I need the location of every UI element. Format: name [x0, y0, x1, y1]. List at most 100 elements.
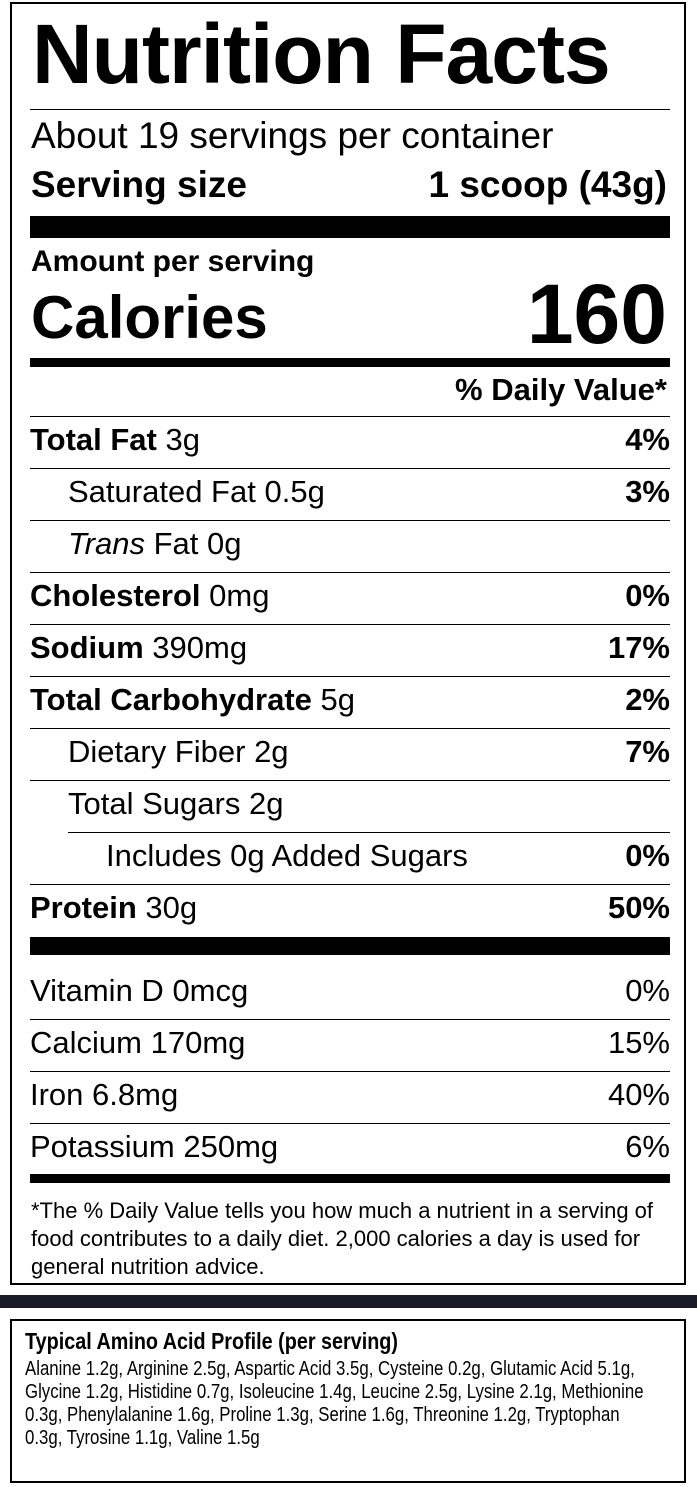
- nutrient-label: Potassium 250mg: [30, 1131, 278, 1162]
- nutrient-name: Total Fat: [30, 422, 157, 457]
- nutrient-amount: 0.5g: [264, 474, 325, 509]
- nutrient-name: Total Sugars: [68, 786, 241, 821]
- nutrient-amount: 3g: [165, 422, 200, 457]
- nutrient-label: Calcium 170mg: [30, 1027, 245, 1058]
- nutrient-name: Sodium: [30, 630, 144, 665]
- nutrient-label: Cholesterol 0mg: [30, 580, 269, 611]
- daily-value-percent: 7%: [625, 734, 670, 769]
- daily-value-percent: 40%: [607, 1077, 670, 1112]
- calories-value: 160: [526, 267, 667, 361]
- nutrient-amount: 30g: [145, 890, 198, 925]
- nutrition-facts-title: Nutrition Facts: [32, 7, 611, 101]
- vitamin-row: Iron 6.8mg 40%: [30, 1071, 670, 1122]
- nutrient-amount: 390mg: [152, 630, 248, 665]
- daily-value-percent: 6%: [625, 1129, 670, 1164]
- nutrient-label: Vitamin D 0mcg: [30, 975, 248, 1006]
- nutrient-amount: 170mg: [150, 1025, 246, 1060]
- vitamin-row: Vitamin D 0mcg 0%: [30, 967, 670, 1018]
- nutrient-name: Saturated Fat: [68, 474, 256, 509]
- daily-value-percent: 4%: [625, 422, 670, 457]
- medium-divider: [30, 1174, 670, 1183]
- row-divider: [30, 780, 670, 781]
- nutrient-label: Dietary Fiber 2g: [68, 736, 289, 767]
- serving-size-value: 1 scoop (43g): [428, 164, 668, 205]
- daily-value-percent: 17%: [607, 630, 670, 665]
- daily-value-percent: 2%: [625, 682, 670, 717]
- nutrient-name: Total Carbohydrate: [30, 682, 312, 717]
- nutrient-row: Saturated Fat 0.5g 3%: [30, 468, 670, 519]
- nutrient-amount: 2g: [248, 786, 284, 821]
- daily-value-percent: 0%: [625, 838, 670, 873]
- row-divider: [68, 832, 670, 833]
- row-divider: [30, 728, 670, 729]
- nutrient-row: Protein 30g 50%: [30, 884, 670, 935]
- nutrient-row: Cholesterol 0mg 0%: [30, 572, 670, 623]
- daily-value-percent: 0%: [625, 578, 670, 613]
- vitamin-row: Calcium 170mg 15%: [30, 1019, 670, 1070]
- nutrient-label: Iron 6.8mg: [30, 1079, 178, 1110]
- amino-acid-list: Alanine 1.2g, Arginine 2.5g, Aspartic Ac…: [25, 1358, 644, 1449]
- serving-size-label: Serving size: [31, 164, 247, 205]
- nutrient-amount: 250mg: [183, 1129, 279, 1164]
- row-divider: [30, 468, 670, 469]
- servings-per-container: About 19 servings per container: [31, 115, 554, 156]
- nutrient-amount: 5g: [320, 682, 356, 717]
- nutrient-row: Total Fat 3g 4%: [30, 416, 670, 467]
- nutrient-row: Dietary Fiber 2g 7%: [30, 728, 670, 779]
- nutrient-label: Total Sugars 2g: [68, 788, 283, 819]
- daily-value-percent: 50%: [607, 890, 670, 925]
- nutrient-name: Calcium: [30, 1025, 142, 1060]
- nutrient-amount: 0g: [207, 526, 242, 561]
- row-divider: [30, 1071, 670, 1072]
- nutrient-label: Protein 30g: [30, 892, 197, 923]
- nutrient-row: Sodium 390mg 17%: [30, 624, 670, 675]
- nutrient-label: Total Carbohydrate 5g: [30, 684, 355, 715]
- nutrient-name: Trans: [68, 526, 145, 561]
- nutrient-row: Total Sugars 2g: [30, 780, 670, 831]
- divider: [30, 109, 670, 110]
- nutrient-amount: 0mcg: [172, 973, 249, 1008]
- nutrient-row: Includes 0g Added Sugars 0%: [30, 832, 670, 883]
- nutrient-name: Dietary Fiber: [68, 734, 246, 769]
- nutrient-name: Potassium: [30, 1129, 175, 1164]
- daily-value-percent: 3%: [625, 474, 670, 509]
- nutrient-name: Cholesterol: [30, 578, 201, 613]
- thick-divider: [30, 937, 670, 955]
- row-divider: [30, 884, 670, 885]
- daily-value-percent: 15%: [607, 1025, 670, 1060]
- nutrient-label: Total Fat 3g: [30, 424, 200, 455]
- daily-value-percent: 0%: [625, 973, 670, 1008]
- row-divider: [30, 416, 670, 417]
- row-divider: [30, 1019, 670, 1020]
- nutrient-name-rest: Fat: [153, 526, 199, 561]
- nutrient-label: Includes 0g Added Sugars: [106, 840, 468, 871]
- daily-value-header: % Daily Value*: [455, 372, 667, 407]
- nutrient-name: Includes 0g Added Sugars: [106, 838, 468, 873]
- row-divider: [30, 572, 670, 573]
- nutrient-name: Iron: [30, 1077, 84, 1112]
- nutrient-amount: 0mg: [209, 578, 270, 613]
- vitamin-row: Potassium 250mg 6%: [30, 1123, 670, 1174]
- separator-band: [0, 1295, 697, 1308]
- thick-divider: [30, 216, 670, 238]
- amino-acid-profile: Typical Amino Acid Profile (per serving)…: [10, 1319, 686, 1483]
- amount-per-serving: Amount per serving: [31, 245, 315, 278]
- calories-label: Calories: [31, 284, 268, 351]
- row-divider: [30, 676, 670, 677]
- nutrient-row: Total Carbohydrate 5g 2%: [30, 676, 670, 727]
- row-divider: [30, 1123, 670, 1124]
- row-divider: [30, 520, 670, 521]
- nutrient-label: Sodium 390mg: [30, 632, 247, 663]
- nutrient-name: Vitamin D: [30, 973, 164, 1008]
- row-divider: [30, 624, 670, 625]
- medium-divider: [30, 358, 670, 367]
- amino-acid-title: Typical Amino Acid Profile (per serving): [25, 1328, 398, 1354]
- daily-value-footnote: *The % Daily Value tells you how much a …: [31, 1198, 654, 1279]
- nutrient-label: Trans Fat 0g: [68, 528, 241, 559]
- nutrient-name: Protein: [30, 890, 137, 925]
- nutrient-label: Saturated Fat 0.5g: [68, 476, 325, 507]
- nutrient-amount: 6.8mg: [92, 1077, 179, 1112]
- nutrition-facts-panel: Nutrition Facts About 19 servings per co…: [10, 2, 686, 1285]
- nutrient-amount: 2g: [254, 734, 289, 769]
- nutrient-row: Trans Fat 0g: [30, 520, 670, 571]
